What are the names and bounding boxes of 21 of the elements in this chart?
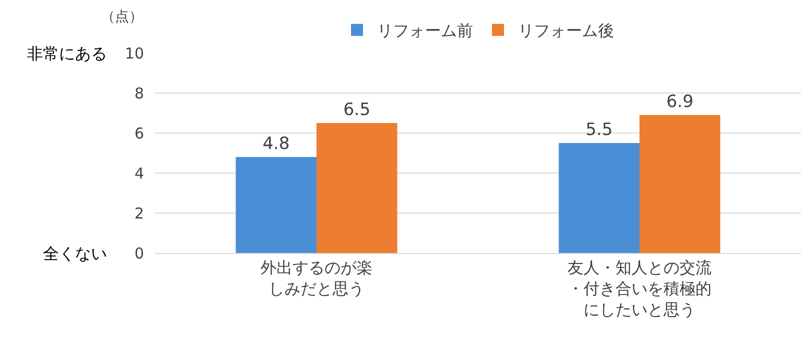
y-tick-label: 8 [134,84,144,102]
bar [558,143,640,253]
x-tick-label: 外出するのが楽しみだと思う [260,258,372,298]
legend-label: リフォーム前 [377,21,473,40]
y-tick-label: 4 [134,164,144,182]
bar [316,123,398,253]
text: 全くない [43,244,107,263]
bar [236,157,316,253]
y-tick-label: 0 [134,244,144,262]
y-axis-title: （点） [101,9,143,25]
y-tick-label: 6 [134,124,144,142]
y-tick-label: 2 [134,204,144,222]
data-label: 6.5 [343,100,370,120]
data-label: 6.9 [666,92,694,112]
legend-label: リフォーム後 [518,21,614,40]
bar [640,115,720,253]
x-tick-label: 友人・知人との交流・付き合いを積極的にしたいと思う [568,258,712,319]
y-tick-label: 10 [124,44,144,62]
text: 非常にある [27,44,107,63]
data-label: 4.8 [262,134,290,154]
data-label: 5.5 [586,120,613,140]
